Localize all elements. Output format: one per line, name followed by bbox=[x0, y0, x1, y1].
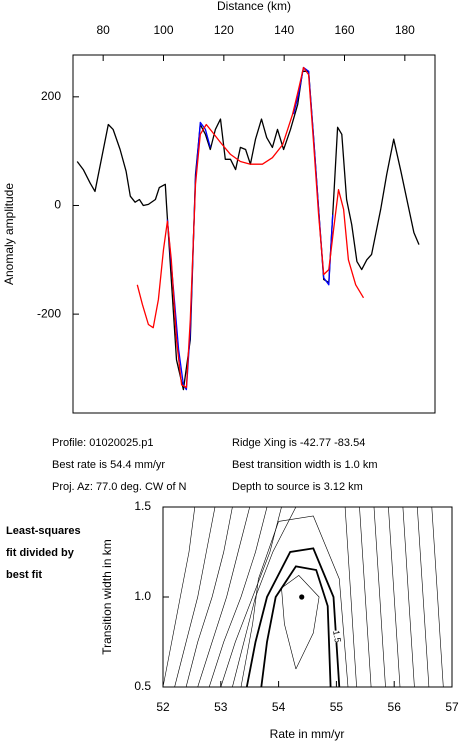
info-text: Ridge Xing is -42.77 -83.54 bbox=[232, 437, 365, 449]
contour-line bbox=[388, 506, 401, 688]
side-note: Least-squares bbox=[6, 525, 81, 537]
contour-line bbox=[220, 506, 282, 688]
label-mask bbox=[330, 630, 343, 643]
y-tick-label: 0 bbox=[54, 198, 61, 212]
x-tick-label: 160 bbox=[334, 23, 354, 37]
x-tick-label: 100 bbox=[153, 23, 173, 37]
contour-line bbox=[232, 506, 297, 688]
x-tick-label: 54 bbox=[272, 700, 286, 714]
x-tick-label: 57 bbox=[445, 700, 459, 714]
contour-line bbox=[197, 506, 250, 688]
x-tick-label: 140 bbox=[274, 23, 294, 37]
x-tick-label: 80 bbox=[96, 23, 110, 37]
contour-line bbox=[240, 515, 349, 688]
data-line bbox=[76, 70, 420, 391]
contour-line bbox=[260, 565, 332, 688]
y-tick-label: 1.0 bbox=[134, 589, 151, 603]
contour-label: 1.5 bbox=[331, 629, 343, 643]
side-note: best fit bbox=[6, 569, 42, 581]
data-line bbox=[136, 66, 365, 389]
contour-line bbox=[431, 506, 444, 688]
side-note: fit divided by bbox=[6, 547, 75, 559]
info-text: Best rate is 54.4 mm/yr bbox=[52, 459, 165, 471]
contour-line bbox=[245, 547, 341, 688]
x-axis-label: Distance (km) bbox=[217, 0, 291, 13]
contour-line bbox=[174, 506, 216, 688]
plot-frame bbox=[162, 506, 453, 688]
info-text: Best transition width is 1.0 km bbox=[232, 459, 378, 471]
y-axis-label: Transition width in km bbox=[100, 539, 114, 655]
y-tick-label: 200 bbox=[41, 89, 61, 103]
contour-line bbox=[185, 506, 233, 688]
plot-frame bbox=[72, 54, 436, 414]
contour-line bbox=[417, 506, 430, 688]
contour-line bbox=[373, 506, 386, 688]
contour-line bbox=[359, 506, 372, 688]
info-text: Proj. Az: 77.0 deg. CW of N bbox=[52, 481, 187, 493]
best-fit-point bbox=[299, 594, 305, 600]
y-tick-label: 0.5 bbox=[134, 679, 151, 693]
y-tick-label: -200 bbox=[37, 306, 61, 320]
x-axis-label: Rate in mm/yr bbox=[270, 727, 345, 741]
contour-line bbox=[162, 506, 196, 688]
x-tick-label: 120 bbox=[214, 23, 234, 37]
contour-line bbox=[402, 506, 415, 688]
info-text: Profile: 01020025.p1 bbox=[52, 437, 154, 449]
y-tick-label: 1.5 bbox=[134, 499, 151, 513]
x-tick-label: 52 bbox=[156, 700, 170, 714]
x-tick-label: 56 bbox=[388, 700, 402, 714]
x-tick-label: 55 bbox=[330, 700, 344, 714]
x-tick-label: 180 bbox=[395, 23, 415, 37]
x-tick-label: 53 bbox=[214, 700, 228, 714]
contour-line bbox=[208, 506, 268, 688]
info-text: Depth to source is 3.12 km bbox=[232, 481, 363, 493]
contour-line bbox=[344, 506, 357, 688]
contour-line bbox=[281, 575, 320, 670]
y-axis-label: Anomaly amplitude bbox=[2, 183, 16, 285]
